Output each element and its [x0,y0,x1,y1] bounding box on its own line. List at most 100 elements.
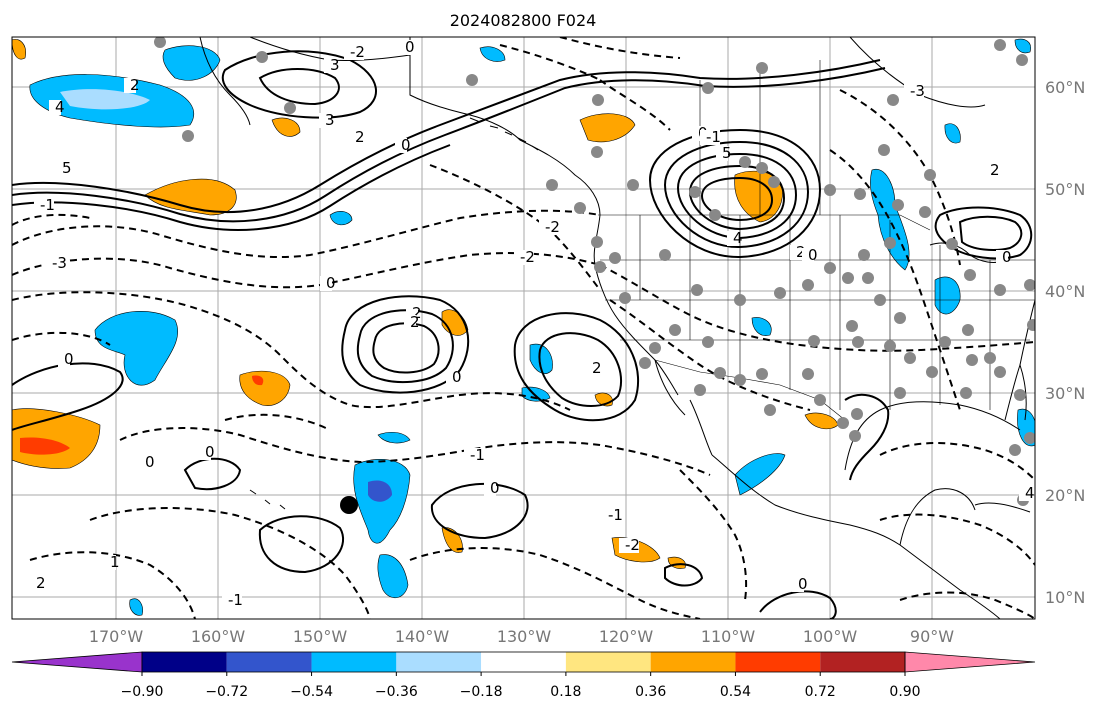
colorbar-segment [226,652,312,672]
contour-value-label: -1 [470,446,485,464]
contour-neg-1 [12,209,601,259]
contour-value-label: 2 [990,161,1000,179]
contour-value-label: 5 [722,144,732,162]
station-dot [694,384,706,396]
contour-canada-high-4 [688,164,786,231]
station-dot [691,284,703,296]
contour-label-bg [56,161,68,176]
contours-solid [12,50,1033,619]
contour-label-bg [395,138,407,153]
station-dot [546,179,558,191]
contour-canada-high-2 [663,140,810,249]
contour-label-bg [619,538,639,553]
station-dot [874,294,886,306]
station-dot [256,51,268,63]
contour-value-label: 0 [145,453,155,471]
contour-neg-16 [12,213,91,226]
station-dot [1024,279,1035,291]
contour-label-bg [349,130,361,145]
station-dot [854,188,866,200]
anomaly-pos-central [239,370,291,406]
anomaly-pos-central-core [252,375,264,386]
contour-value-label: -1 [40,196,55,214]
station-dot [627,179,639,191]
station-dot [702,336,714,348]
lon-label: 160°W [191,627,246,646]
contour-value-label: 0 [405,38,415,56]
lat-label: 50°N [1045,180,1085,199]
contour-kamchatka-high [221,50,377,119]
colorbar-tick-label: −0.90 [121,684,164,700]
contour-neg-13 [879,442,1035,481]
colorbar-segment [396,652,482,672]
contour-neg-3 [12,291,571,411]
station-dot [984,352,996,364]
colorbar-segment [650,652,736,672]
contour-canada-high-3 [676,152,798,240]
contour-value-label: -3 [910,82,925,100]
contour-ep-high-inner [538,332,623,407]
colorbar-segment [820,652,905,672]
contour-label-bg [904,84,924,99]
station-dot [739,156,751,168]
contour-value-label: 0 [401,136,411,154]
anomaly-pos-gulf-ak [579,113,636,143]
contour-value-label: -2 [625,536,640,554]
west-coast [593,214,679,396]
anomaly-neg-small1 [329,211,353,226]
station-dot [734,294,746,306]
contour-canada-high-5 [700,176,774,222]
anomaly-pos-west-tropics-core [20,437,70,455]
anomaly-neg-small2 [377,431,411,444]
anomaly-neg-aleutian-core [60,89,150,110]
colorbar-tick-label: −0.54 [290,684,333,700]
contour-south-zero [759,590,837,619]
anomaly-neg-small3 [129,598,143,616]
contour-value-label: 0 [205,443,215,461]
shaded-anomalies [12,38,1035,616]
contour-neg-17 [899,591,1035,619]
station-dot [689,186,701,198]
anomaly-neg-small5 [479,46,506,62]
contour-neg-15 [499,37,681,81]
anomaly-neg-sw [751,317,772,336]
anomaly-neg-hawaii-core [368,480,392,502]
contour-neg-2 [12,252,601,289]
contour-value-label: 0 [452,368,462,386]
colorbar-extend-high [904,651,1036,673]
contour-value-label: 2 [410,313,420,331]
station-dot [756,368,768,380]
colorbar-tick-label: 0.90 [889,684,920,700]
station-dot [594,261,606,273]
station-dot [858,249,870,261]
station-dot [962,324,974,336]
station-dot [994,284,1006,296]
station-dot [994,39,1006,51]
contour-aleutian-jet-1 [12,59,881,214]
contour-value-label: 2 [355,128,365,146]
contour-neg-19 [224,413,331,431]
station-dot [802,279,814,291]
station-dot [774,287,786,299]
station-dot [714,367,726,379]
contour-label-bg [484,481,496,496]
contour-value-label: -1 [608,506,623,524]
station-dot [709,209,721,221]
lon-label: 100°W [803,627,858,646]
contour-label-bg [344,45,364,60]
contours-dashed [12,37,1035,619]
station-dot [994,366,1006,378]
contour-label-bg [124,78,136,93]
contour-label-bg [319,113,331,128]
aleutian-islands [469,117,539,151]
station-dot [802,368,814,380]
colorbar-segment [481,652,566,672]
contour-neg-10 [829,149,961,411]
contour-central-low [258,515,345,574]
anomaly-neg-small4 [944,123,961,144]
station-dot [1027,319,1035,331]
contour-value-label: 2 [796,243,806,261]
contour-label-bg [139,455,151,470]
station-dot [852,336,864,348]
station-dot [824,262,836,274]
